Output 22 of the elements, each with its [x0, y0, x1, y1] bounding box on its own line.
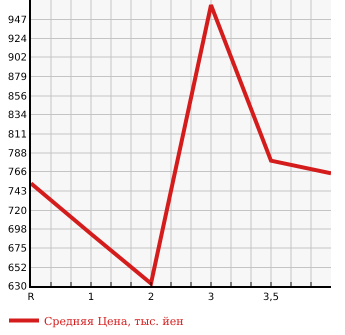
x-tick-label: 3,5 [263, 292, 279, 303]
y-tick-label: 675 [8, 244, 27, 255]
x-tick-label: 1 [88, 292, 94, 303]
y-tick-label: 698 [8, 224, 27, 236]
x-tick-label: R [28, 292, 35, 303]
y-tick-label: 652 [8, 262, 27, 274]
y-tick-label: 834 [8, 110, 27, 121]
y-tick-label: 788 [8, 148, 27, 160]
y-tick-label: 766 [8, 167, 27, 178]
y-tick-label: 720 [8, 206, 27, 217]
y-tick-label: 743 [8, 186, 27, 198]
y-tick-label: 856 [8, 91, 27, 102]
line-series [31, 3, 331, 286]
y-tick-label: 879 [8, 72, 27, 84]
x-tick-label: 3 [208, 292, 214, 303]
y-tick-label: 811 [8, 129, 27, 140]
y-tick-label: 630 [8, 282, 27, 292]
legend-label: Средняя Цена, тыс. йен [44, 314, 184, 328]
y-tick-label: 924 [8, 34, 27, 46]
x-tick-label: 2 [148, 292, 154, 303]
y-tick-label: 947 [8, 14, 27, 26]
y-tick-label: 902 [8, 52, 27, 64]
